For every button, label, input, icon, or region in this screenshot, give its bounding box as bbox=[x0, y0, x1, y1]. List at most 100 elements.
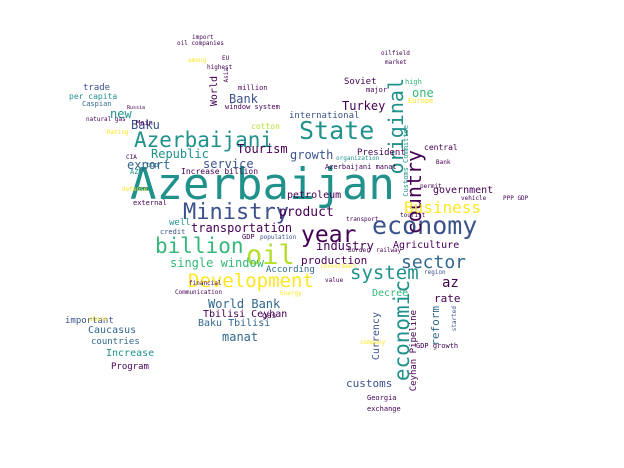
word: international bbox=[289, 111, 360, 121]
word: share bbox=[89, 316, 108, 323]
word: manat bbox=[222, 330, 259, 344]
word: customs bbox=[346, 377, 393, 390]
word: population bbox=[260, 234, 297, 241]
word: organization bbox=[336, 155, 380, 162]
word: exchange bbox=[367, 405, 401, 413]
word: Bank bbox=[229, 92, 258, 106]
word: defense bbox=[122, 186, 148, 193]
word: investment bbox=[320, 263, 357, 270]
word: single window bbox=[170, 256, 264, 270]
word: Republic bbox=[151, 147, 209, 161]
word: oilfield bbox=[381, 50, 410, 57]
word: window system bbox=[225, 103, 280, 111]
word: Development bbox=[188, 270, 314, 292]
word: financial bbox=[189, 280, 222, 287]
word: Bank bbox=[436, 159, 451, 166]
word: Ministry bbox=[183, 200, 289, 225]
word: Currency bbox=[371, 312, 382, 361]
word: vehicle bbox=[461, 195, 487, 202]
word: external bbox=[133, 199, 167, 207]
word: border bbox=[348, 247, 370, 254]
word: PPP GDP bbox=[503, 195, 529, 202]
word: new bbox=[110, 107, 132, 121]
word: major bbox=[366, 86, 388, 94]
word: gas bbox=[262, 311, 277, 320]
word: Main bbox=[136, 119, 153, 127]
word: Azerbaijan bbox=[130, 159, 395, 210]
word: Baku Tbilisi bbox=[198, 318, 271, 329]
word: top bbox=[146, 161, 159, 169]
word: per capita bbox=[69, 92, 118, 101]
word: import bbox=[192, 34, 214, 41]
word: Baku bbox=[131, 118, 160, 132]
word: Increase billion bbox=[181, 167, 259, 176]
word: Azerbaijani bbox=[134, 128, 274, 152]
word: Communication bbox=[175, 289, 222, 296]
word: important bbox=[65, 316, 114, 326]
word: export bbox=[127, 158, 171, 172]
word: World bbox=[209, 76, 220, 107]
word: service bbox=[203, 157, 254, 171]
word: million bbox=[238, 84, 268, 92]
word: economy bbox=[372, 211, 478, 240]
word: GDP growth bbox=[416, 342, 459, 350]
word: among bbox=[188, 57, 207, 64]
word: transportation bbox=[191, 221, 293, 235]
word: Caucasus bbox=[88, 325, 137, 336]
word: Increase bbox=[106, 348, 155, 359]
word: high bbox=[405, 78, 422, 86]
word: Customs Committee bbox=[402, 125, 410, 197]
word: State bbox=[299, 116, 375, 145]
word: oil bbox=[246, 240, 295, 271]
word: sector bbox=[401, 252, 467, 273]
word: reform bbox=[429, 306, 442, 346]
word: industry bbox=[316, 239, 374, 253]
word: Ceyhan Pipeline bbox=[409, 310, 419, 392]
word: Turkey bbox=[342, 99, 386, 113]
word: year bbox=[301, 222, 357, 248]
word: Business bbox=[404, 198, 482, 217]
word: highest bbox=[207, 64, 233, 71]
word: EU bbox=[222, 55, 230, 62]
word: product bbox=[279, 205, 334, 220]
word: cotton bbox=[251, 122, 280, 131]
word: company bbox=[360, 339, 386, 346]
word: Russia bbox=[127, 105, 146, 111]
word: credit bbox=[160, 228, 186, 236]
word: government bbox=[433, 185, 494, 196]
word: billion bbox=[155, 234, 244, 258]
word: trade bbox=[83, 83, 111, 93]
word: region bbox=[424, 269, 446, 276]
word: system bbox=[350, 262, 419, 284]
word: Decree bbox=[372, 288, 409, 299]
word: market bbox=[385, 59, 407, 66]
word: President bbox=[357, 148, 406, 158]
word: central bbox=[424, 143, 458, 152]
word: Tbilisi Ceyhan bbox=[203, 309, 288, 320]
word: az bbox=[442, 275, 459, 291]
word: Rating bbox=[107, 129, 129, 136]
word: Azerbaijani manat bbox=[325, 163, 397, 171]
word: According bbox=[266, 265, 315, 275]
word: growth bbox=[290, 148, 334, 162]
word: oil companies bbox=[177, 40, 224, 47]
word: production bbox=[301, 254, 368, 267]
word: Georgia bbox=[367, 394, 397, 402]
word: countries bbox=[91, 337, 140, 347]
word: GDP bbox=[242, 233, 255, 241]
word: started bbox=[451, 306, 458, 332]
word: value bbox=[325, 277, 344, 284]
word: one bbox=[412, 86, 434, 100]
word: Energy bbox=[280, 290, 302, 297]
word: Asia bbox=[223, 68, 230, 83]
word: transport bbox=[346, 216, 379, 223]
word: Europe bbox=[408, 97, 434, 105]
word: petroleum bbox=[287, 190, 342, 201]
word: AZN bbox=[130, 168, 143, 176]
word: World Bank bbox=[208, 297, 281, 311]
word: Program bbox=[111, 362, 149, 372]
word: Agriculture bbox=[393, 240, 460, 251]
word: Soviet bbox=[344, 77, 377, 87]
word: Tourism bbox=[237, 142, 288, 156]
